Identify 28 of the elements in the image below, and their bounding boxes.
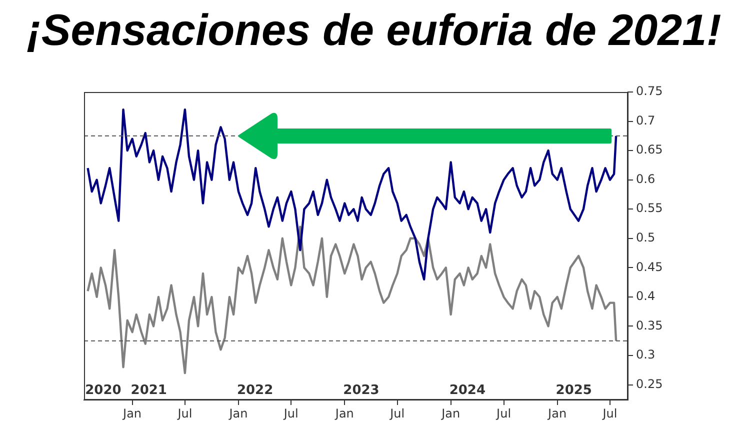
y-tick-label: 0.65 (636, 142, 663, 157)
x-tick-label: Jan (334, 406, 354, 420)
chart-title: ¡Sensaciones de euforia de 2021! (26, 6, 722, 56)
y-tick-label: 0.4 (636, 289, 656, 304)
x-tick-label: Jul (496, 406, 512, 420)
x2-tick-label: 2021 (130, 382, 167, 398)
y-tick-label: 0.25 (636, 376, 663, 391)
x-tick-label: Jul (389, 406, 405, 420)
x2-tick-label: 2020 (85, 382, 122, 398)
x2-tick-label: 2024 (449, 382, 486, 398)
x-tick-label: Jan (228, 406, 248, 420)
x-tick-label: Jan (547, 406, 567, 420)
x-tick-label: Jul (176, 406, 192, 420)
y-tick-label: 0.45 (636, 260, 663, 274)
x-tick-label: Jan (122, 406, 142, 420)
y-tick-label: 0.3 (636, 348, 656, 362)
y-tick-label: 0.6 (636, 172, 656, 186)
x2-tick-label: 2025 (556, 382, 592, 398)
y-tick-label: 0.35 (636, 318, 663, 332)
y-tick-label: 0.75 (636, 84, 663, 98)
x-tick-label: Jul (282, 406, 298, 420)
x-tick-label: Jan (440, 406, 460, 420)
x-tick-label: Jul (602, 406, 618, 420)
y-tick-label: 0.7 (636, 113, 656, 128)
y-tick-label: 0.5 (636, 230, 656, 245)
y-tick-label: 0.55 (636, 201, 663, 216)
x2-tick-label: 2022 (236, 382, 274, 398)
x2-tick-label: 2023 (343, 382, 380, 398)
